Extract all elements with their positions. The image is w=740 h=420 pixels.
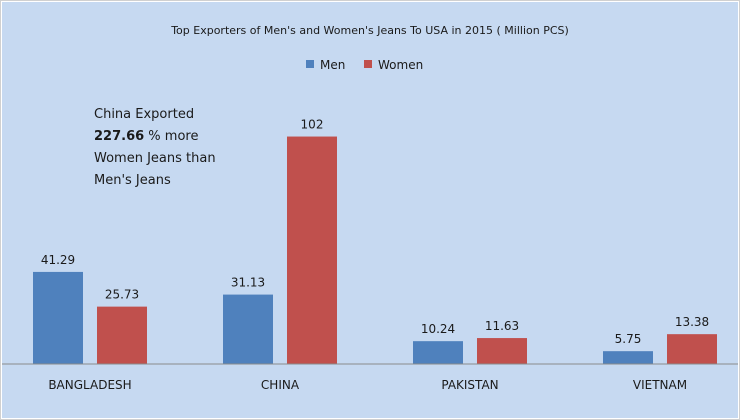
annotation-highlight: 227.66: [94, 129, 144, 144]
bar-women-bangladesh: [97, 306, 147, 364]
annotation-line-2: 227.66 % more: [94, 129, 198, 144]
bar-men-china: [223, 294, 273, 364]
category-labels: BANGLADESH CHINA PAKISTAN VIETNAM: [48, 378, 687, 392]
annotation-line-4: Men's Jeans: [94, 173, 171, 188]
data-label-women-bangladesh: 25.73: [105, 288, 139, 302]
data-label-men-bangladesh: 41.29: [41, 253, 75, 267]
data-label-women-china: 102: [301, 118, 324, 132]
data-labels: 41.29 25.73 31.13 102 10.24 11.63 5.75 13.38: [41, 118, 709, 347]
data-label-men-pakistan: 10.24: [421, 322, 455, 336]
legend-swatch-women: [364, 60, 372, 68]
data-label-men-china: 31.13: [231, 276, 265, 290]
category-label-bangladesh: BANGLADESH: [48, 378, 131, 392]
data-label-men-vietnam: 5.75: [615, 332, 642, 346]
annotation: China Exported 227.66 % more Women Jeans…: [94, 107, 216, 188]
legend-label-women: Women: [378, 58, 423, 72]
bar-women-china: [287, 136, 337, 364]
bar-women-pakistan: [477, 338, 527, 364]
bar-men-pakistan: [413, 341, 463, 364]
category-label-china: CHINA: [261, 378, 300, 392]
bar-men-bangladesh: [33, 271, 83, 364]
annotation-line-1: China Exported: [94, 107, 194, 122]
bar-women-vietnam: [667, 334, 717, 364]
annotation-line-3: Women Jeans than: [94, 151, 216, 166]
bar-men-vietnam: [603, 351, 653, 364]
data-label-women-vietnam: 13.38: [675, 315, 709, 329]
annotation-line-2-rest: % more: [144, 129, 198, 144]
legend: Men Women: [306, 58, 423, 72]
legend-label-men: Men: [320, 58, 345, 72]
category-label-pakistan: PAKISTAN: [441, 378, 498, 392]
bars: [33, 136, 717, 364]
category-label-vietnam: VIETNAM: [633, 378, 687, 392]
data-label-women-pakistan: 11.63: [485, 319, 519, 333]
legend-swatch-men: [306, 60, 314, 68]
chart-title: Top Exporters of Men's and Women's Jeans…: [170, 24, 569, 37]
